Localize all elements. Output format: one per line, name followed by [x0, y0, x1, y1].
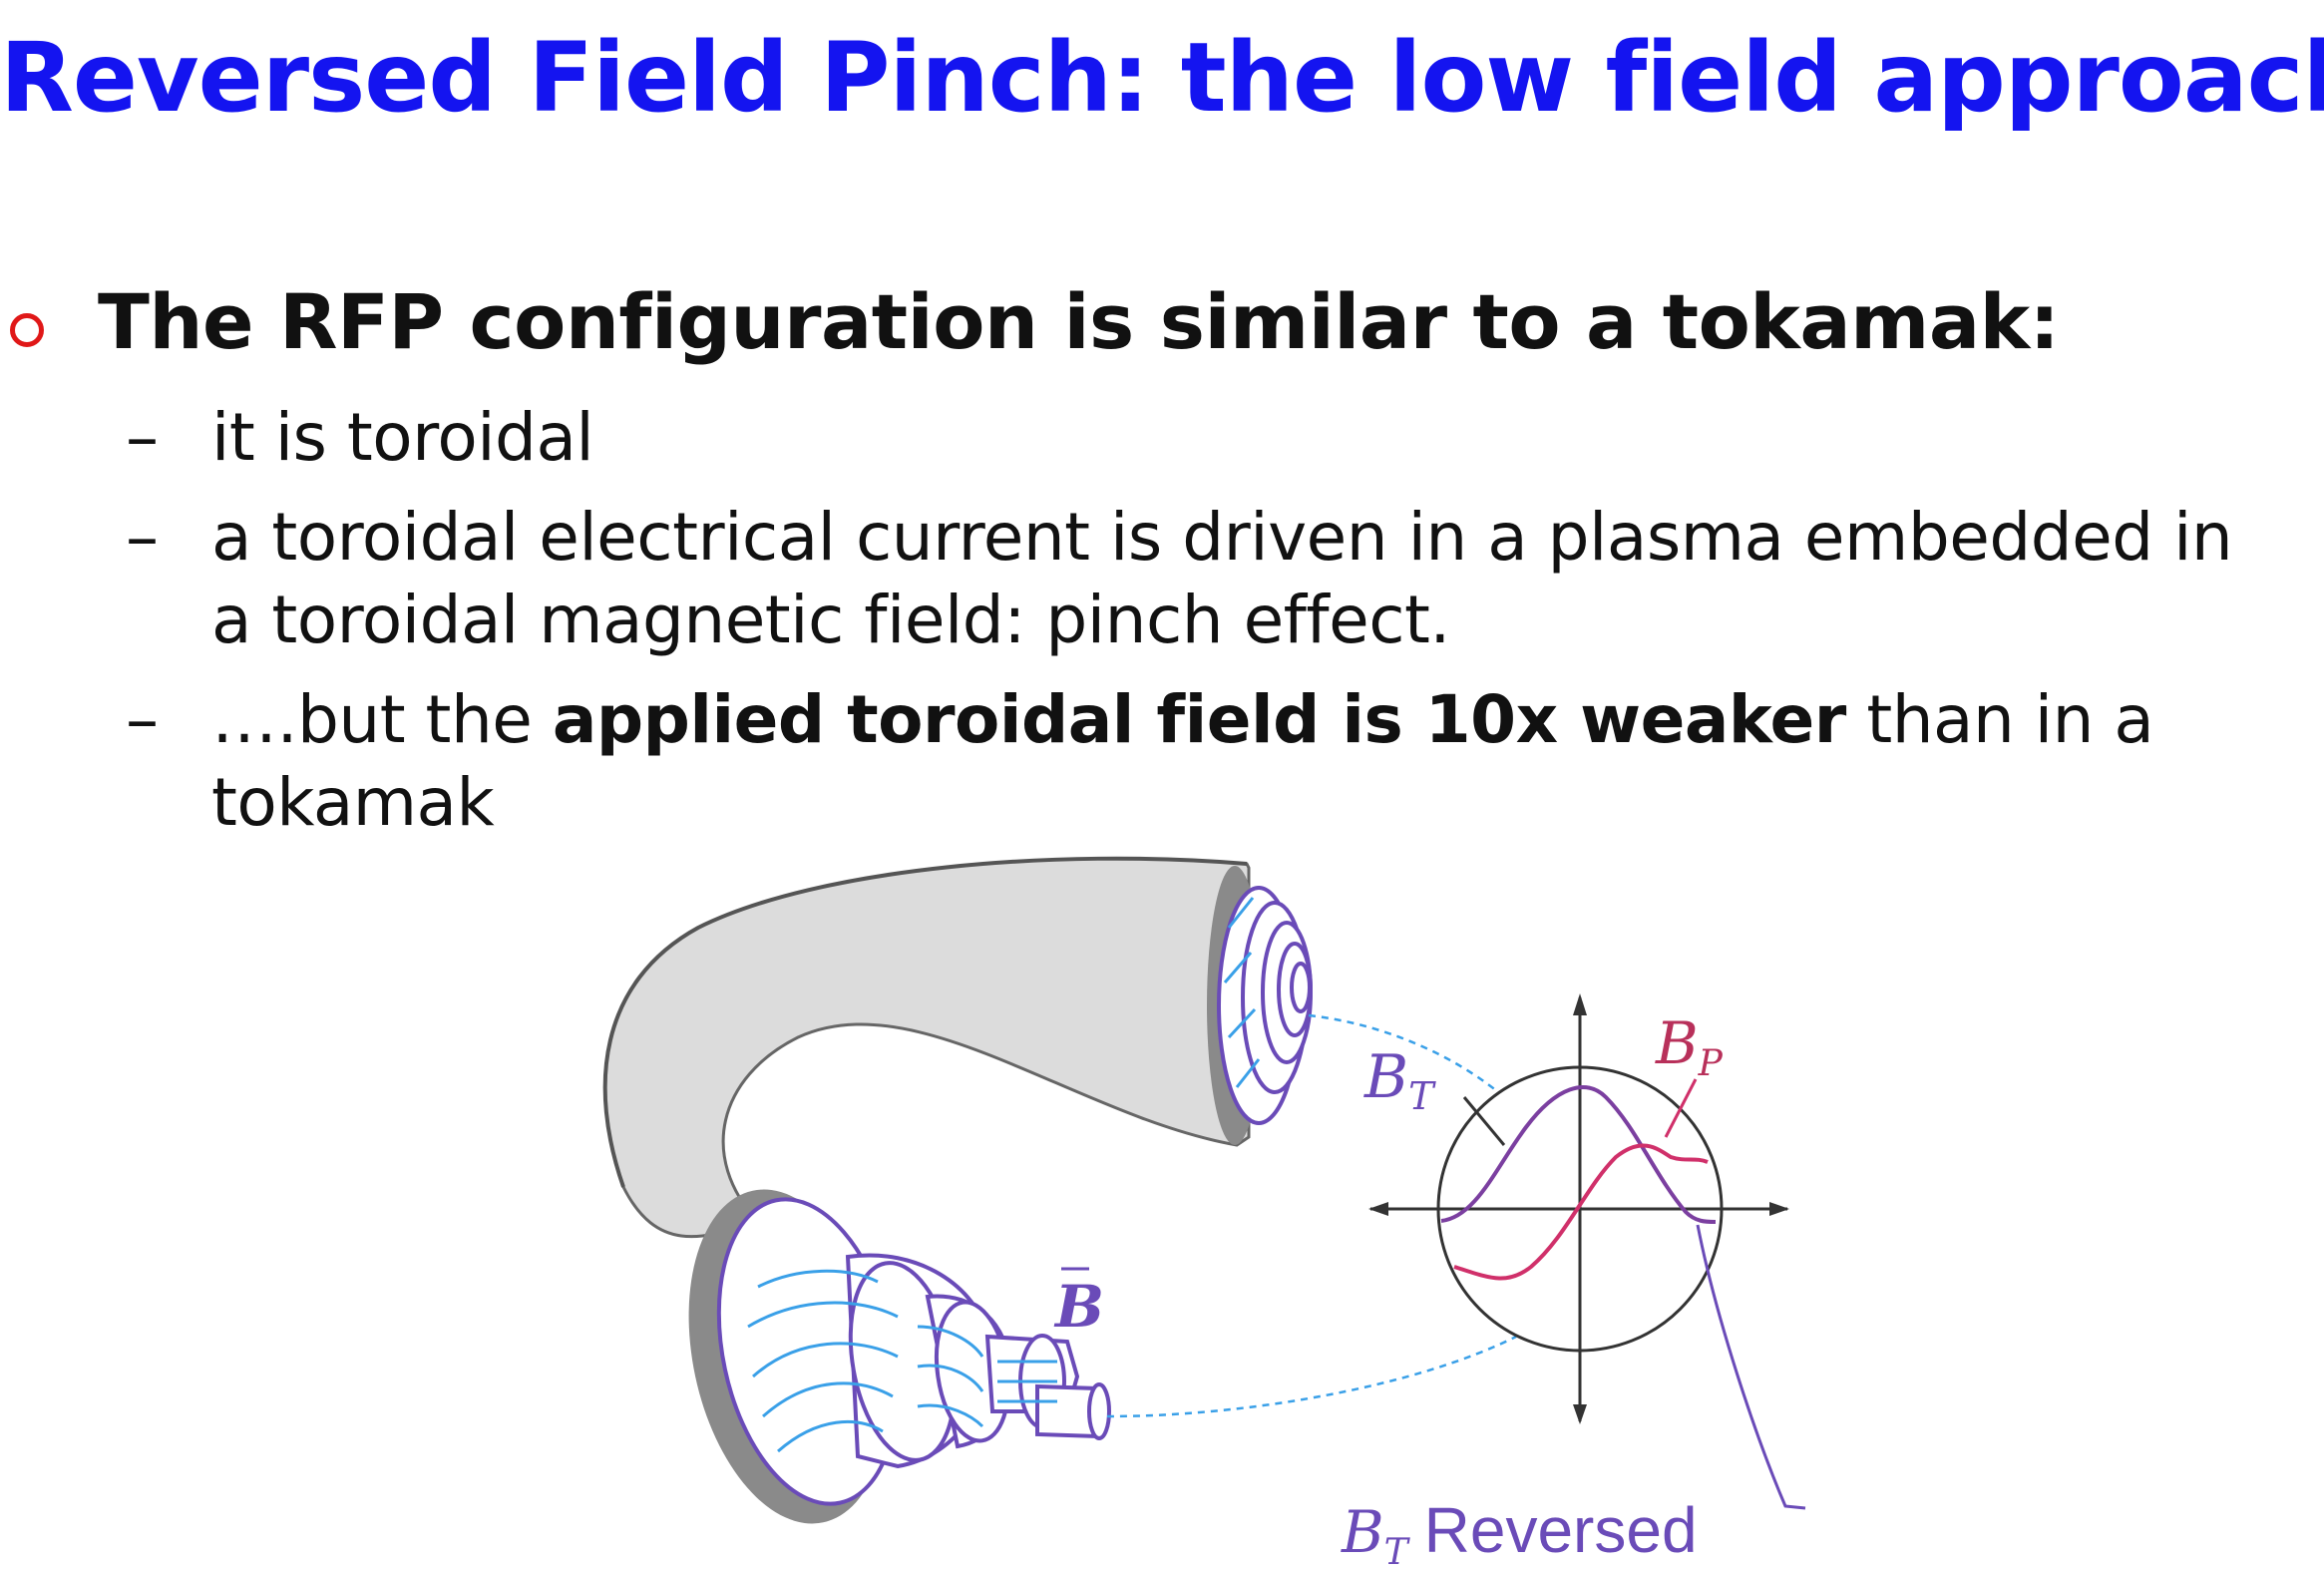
sub-bullet-3-post: than in a: [1845, 681, 2154, 758]
sub-bullet-3-pre: ….but the: [211, 681, 553, 758]
main-bullet-text: The RFP configuration is similar to a to…: [98, 277, 2060, 366]
label-bt-reversed: BT Reversed: [1341, 1494, 1698, 1570]
sub-bullet-2-line2: a toroidal magnetic field: pinch effect.: [211, 582, 1450, 658]
sub-bullet-1-text: it is toroidal: [211, 399, 594, 476]
sub-bullet-1: – it is toroidal: [0, 399, 2324, 479]
label-b-vector: B: [1053, 1273, 1104, 1341]
label-bt: BT: [1363, 1042, 1436, 1118]
sub-bullet-3-line2: tokamak: [211, 764, 495, 841]
dash-icon: –: [126, 681, 159, 758]
torus-cross-section-right: [1217, 886, 1313, 1125]
torus-cross-section-left: [716, 1197, 1111, 1506]
sub-bullet-3-line1: ….but the applied toroidal field is 10x …: [211, 681, 2154, 758]
sub-bullet-2: – a toroidal electrical current is drive…: [0, 499, 2324, 668]
dash-icon: –: [126, 399, 159, 476]
label-bp: BP: [1655, 1009, 1724, 1084]
sub-bullet-3-bold: applied toroidal field is 10x weaker: [552, 681, 1846, 758]
sub-bullet-2-line1: a toroidal electrical current is driven …: [211, 499, 2233, 576]
bullet-circle-icon: [10, 313, 44, 347]
slide-title: Reversed Field Pinch: the low field appr…: [0, 22, 2324, 134]
field-lines: [747, 1269, 1057, 1453]
sub-bullet-3: – ….but the applied toroidal field is 10…: [0, 681, 2324, 851]
field-profile-plot: [1368, 993, 1806, 1510]
main-bullet: The RFP configuration is similar to a to…: [0, 277, 2324, 387]
dash-icon: –: [126, 499, 159, 576]
